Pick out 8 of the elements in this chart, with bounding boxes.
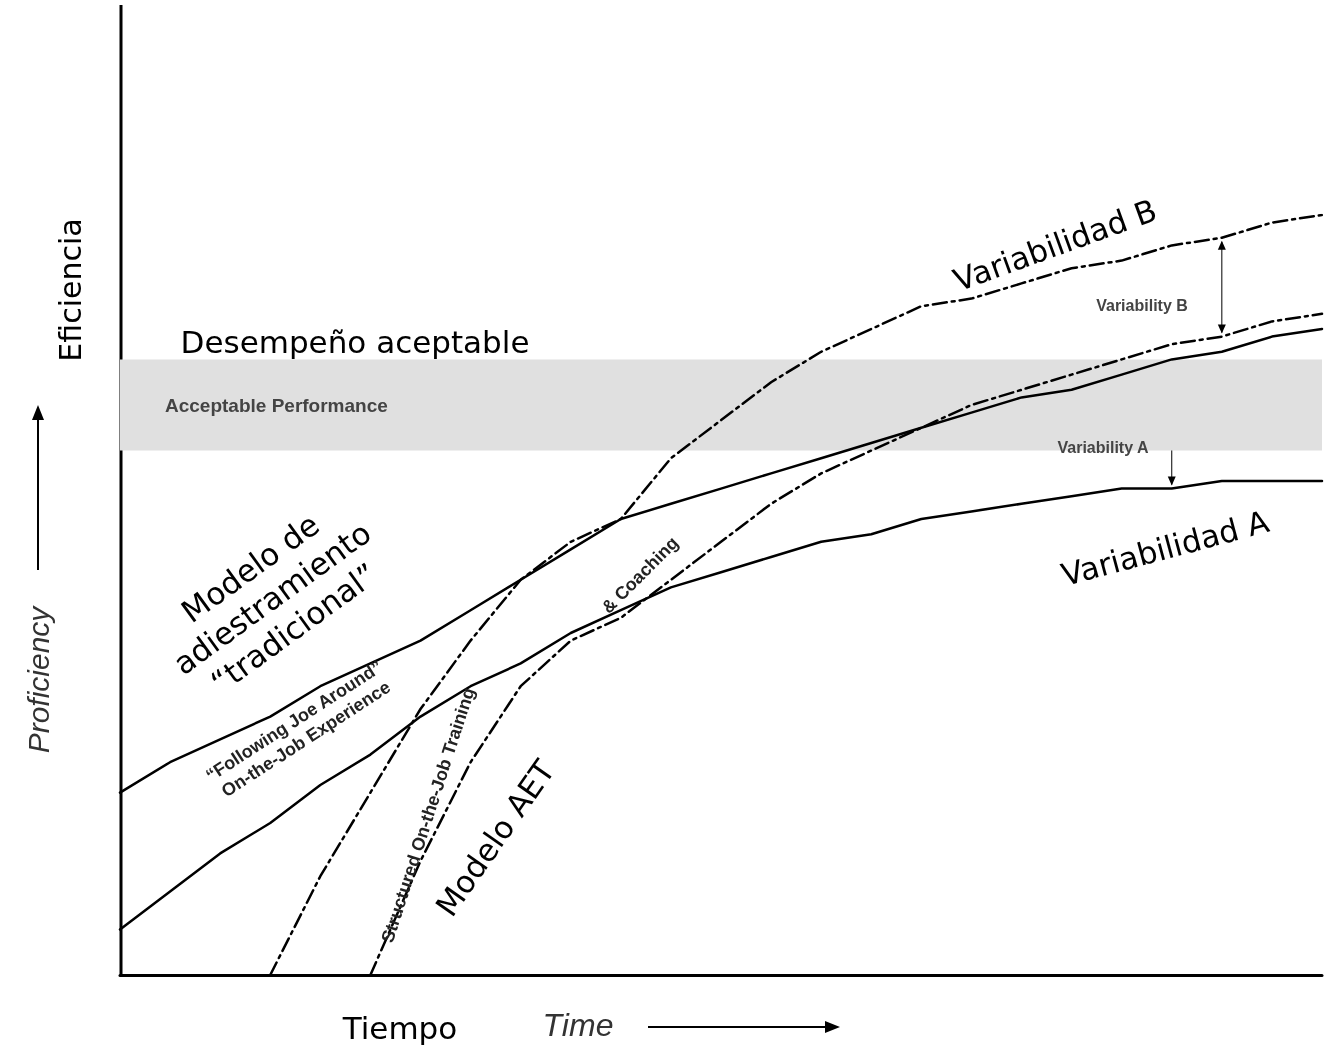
- annotation: Desempeño aceptable: [180, 324, 530, 360]
- band-label: Acceptable Performance: [165, 394, 388, 416]
- annotation: Variability B: [1096, 296, 1188, 314]
- text: Tiempo: [341, 1010, 458, 1046]
- x-axis-title: Time: [542, 1007, 614, 1043]
- y-axis-title: Proficiency: [21, 604, 55, 754]
- text: Eficiencia: [52, 218, 88, 362]
- annotation: Variability A: [1057, 438, 1149, 456]
